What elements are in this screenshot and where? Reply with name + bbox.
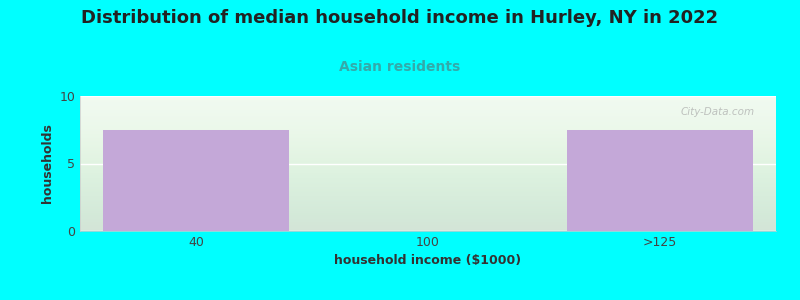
Bar [103, 130, 289, 231]
Text: City-Data.com: City-Data.com [681, 107, 755, 117]
Text: Asian residents: Asian residents [339, 60, 461, 74]
Y-axis label: households: households [41, 124, 54, 203]
Bar [567, 130, 753, 231]
X-axis label: household income ($1000): household income ($1000) [334, 254, 522, 267]
Text: Distribution of median household income in Hurley, NY in 2022: Distribution of median household income … [82, 9, 718, 27]
